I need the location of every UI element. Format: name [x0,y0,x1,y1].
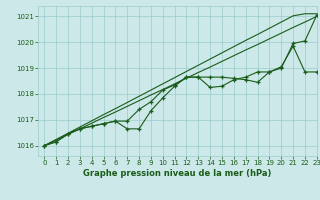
X-axis label: Graphe pression niveau de la mer (hPa): Graphe pression niveau de la mer (hPa) [84,169,272,178]
